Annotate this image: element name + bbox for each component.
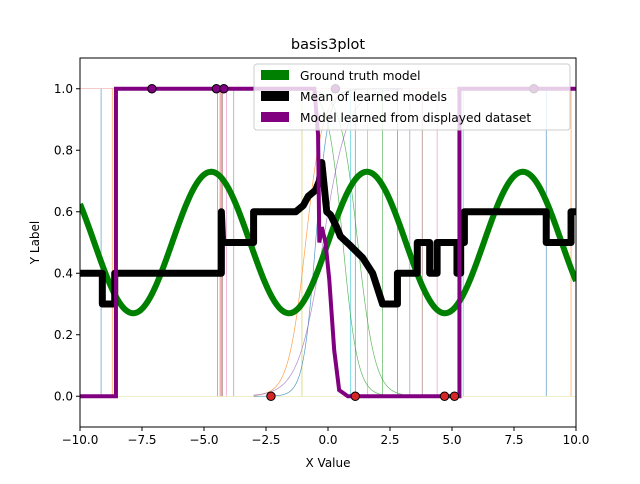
- data-point: [449, 391, 460, 401]
- legend-swatch-mean: [261, 91, 289, 101]
- x-tick-label: 5.0: [442, 433, 461, 447]
- x-tick-label: 7.5: [504, 433, 523, 447]
- legend-label-ground-truth: Ground truth model: [300, 69, 421, 83]
- legend-box: [253, 63, 571, 131]
- legend-label-mean: Mean of learned models: [300, 90, 447, 104]
- legend-swatch-displayed-model: [261, 112, 289, 122]
- y-tick-label: 0.0: [54, 390, 73, 404]
- x-tick-label: 10.0: [563, 433, 590, 447]
- x-tick-label: −7.5: [127, 433, 156, 447]
- chart-legend: Ground truth model Mean of learned model…: [253, 63, 571, 131]
- chart-title: basis3plot: [291, 37, 366, 53]
- x-axis-label: X Value: [306, 456, 351, 470]
- x-tick-label: −10.0: [62, 433, 99, 447]
- y-tick-label: 0.2: [54, 328, 73, 342]
- displayed-model-line: [80, 86, 576, 399]
- x-tick-label: −5.0: [189, 433, 218, 447]
- ground-truth-line: [80, 168, 576, 317]
- y-axis-ticks: 0.0 0.2 0.4 0.6 0.8 1.0: [54, 82, 80, 404]
- y-tick-label: 0.8: [54, 144, 73, 158]
- y-tick-label: 1.0: [54, 82, 73, 96]
- legend-label-displayed-model: Model learned from displayed dataset: [300, 111, 531, 125]
- x-tick-label: 2.5: [380, 433, 399, 447]
- x-tick-label: 0.0: [318, 433, 337, 447]
- series-lines: [80, 86, 576, 399]
- y-tick-label: 0.4: [54, 267, 73, 281]
- data-point: [266, 391, 276, 401]
- legend-swatch-ground-truth: [261, 70, 289, 80]
- data-point: [147, 84, 157, 94]
- x-tick-label: −2.5: [251, 433, 280, 447]
- y-axis-label: Y Label: [28, 221, 42, 266]
- data-point: [350, 391, 360, 401]
- x-axis-ticks: −10.0 −7.5 −5.0 −2.5 0.0 2.5 5.0 7.5 10.0: [62, 427, 590, 447]
- data-point: [439, 391, 450, 401]
- data-point: [219, 84, 229, 94]
- y-tick-label: 0.6: [54, 205, 73, 219]
